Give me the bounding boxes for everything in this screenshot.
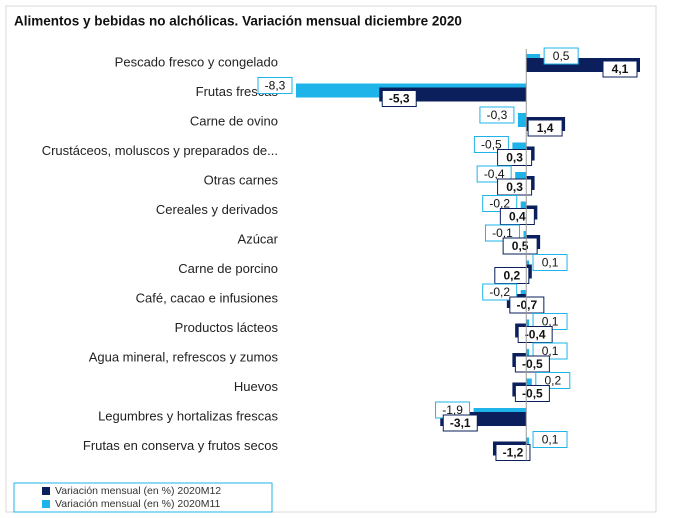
category-label: Carne de porcino xyxy=(178,261,278,276)
value-label: 1,4 xyxy=(537,121,554,135)
label-box xyxy=(514,355,550,373)
value-label: -0,1 xyxy=(492,226,513,240)
category-label: Cereales y derivados xyxy=(156,202,279,217)
label-box xyxy=(257,77,293,94)
value-label: 0,5 xyxy=(553,49,570,63)
value-label: -0,4 xyxy=(525,328,546,342)
value-label: -1,2 xyxy=(503,446,524,460)
label-box xyxy=(527,119,563,137)
label-box xyxy=(442,414,478,432)
value-label: 0,1 xyxy=(542,315,559,329)
value-label: 0,1 xyxy=(542,344,559,358)
value-label: 0,3 xyxy=(506,180,523,194)
value-label: 4,1 xyxy=(612,62,629,76)
category-label: Frutas en conserva y frutos secos xyxy=(83,438,279,453)
legend-label: Variación mensual (en %) 2020M12 xyxy=(55,485,221,497)
label-box xyxy=(532,431,568,448)
label-box xyxy=(535,372,571,389)
bar xyxy=(517,113,527,127)
value-label: -0,3 xyxy=(487,108,508,122)
value-label: -5,3 xyxy=(389,92,410,106)
category-label: Pescado fresco y congelado xyxy=(115,54,278,69)
label-box xyxy=(514,385,550,402)
value-label: 0,2 xyxy=(503,269,520,283)
legend xyxy=(13,482,273,513)
value-label: 0,4 xyxy=(509,210,526,224)
value-label: -0,5 xyxy=(481,138,502,152)
legend-swatch xyxy=(42,487,50,495)
category-label: Café, cacao e infusiones xyxy=(136,290,279,305)
label-box xyxy=(532,254,568,271)
legend-swatch xyxy=(42,500,50,508)
category-label: Huevos xyxy=(234,379,279,394)
legend-label: Variación mensual (en %) 2020M11 xyxy=(55,498,221,510)
category-label: Agua mineral, refrescos y zumos xyxy=(89,349,279,364)
category-label: Azúcar xyxy=(238,231,279,246)
value-label: 0,1 xyxy=(542,256,559,270)
value-label: 0,5 xyxy=(512,239,529,253)
label-box xyxy=(509,296,545,314)
chart-title: Alimentos y bebidas no alchólicas. Varia… xyxy=(14,14,462,29)
value-label: -0,2 xyxy=(489,285,510,299)
value-label: -0,2 xyxy=(489,197,510,211)
value-label: 0,2 xyxy=(544,374,561,388)
label-box xyxy=(479,106,515,124)
category-label: Otras carnes xyxy=(204,172,279,187)
value-label: 0,1 xyxy=(542,433,559,447)
label-box xyxy=(497,149,533,166)
label-box xyxy=(602,60,638,78)
value-label: -0,5 xyxy=(522,357,543,371)
label-box xyxy=(473,136,509,153)
category-label: Crustáceos, moluscos y preparados de... xyxy=(42,143,278,158)
category-label: Productos lácteos xyxy=(175,320,279,335)
value-label: -0,4 xyxy=(484,167,505,181)
label-box xyxy=(495,444,531,461)
label-box xyxy=(484,224,520,242)
label-box xyxy=(476,165,512,183)
value-label: -0,7 xyxy=(516,298,537,312)
label-box xyxy=(532,342,568,360)
label-box xyxy=(543,47,579,65)
label-box xyxy=(482,195,518,212)
value-label: 0,3 xyxy=(506,151,523,165)
value-label: -1,9 xyxy=(442,403,463,417)
value-label: -0,5 xyxy=(522,387,543,401)
value-label: -8,3 xyxy=(265,79,286,93)
value-label: -3,1 xyxy=(450,416,471,430)
category-label: Legumbres y hortalizas frescas xyxy=(98,408,278,423)
label-box xyxy=(482,283,518,301)
label-box xyxy=(502,237,538,255)
label-box xyxy=(381,90,417,107)
category-label: Carne de ovino xyxy=(190,113,278,128)
